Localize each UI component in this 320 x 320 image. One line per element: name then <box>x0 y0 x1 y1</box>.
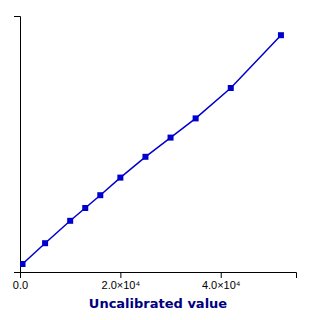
marker <box>20 261 26 267</box>
marker <box>117 175 123 181</box>
marks <box>20 32 284 267</box>
marker <box>193 115 199 121</box>
x-axis-title: Uncalibrated value <box>89 296 228 311</box>
marker <box>42 240 48 246</box>
y-axis-line <box>14 17 21 273</box>
plot-area: 0.0 2.0×10⁴ 4.0×10⁴ <box>13 17 297 291</box>
x-tick: 4.0×10⁴ <box>202 272 241 291</box>
line <box>23 35 281 264</box>
marker <box>142 154 148 160</box>
x-tick-mark <box>221 272 222 278</box>
y-axis <box>14 17 21 273</box>
x-tick-label: 2.0×10⁴ <box>102 279 141 291</box>
x-tick: 0.0 <box>13 272 28 291</box>
chart: 0.0 2.0×10⁴ 4.0×10⁴ Uncalibrated value <box>0 0 320 320</box>
marker <box>97 192 103 198</box>
x-tick-label: 4.0×10⁴ <box>202 279 241 291</box>
marker <box>67 218 73 224</box>
x-axis-line <box>21 273 297 279</box>
x-tick-mark <box>120 272 121 278</box>
marker <box>228 85 234 91</box>
x-axis: 0.0 2.0×10⁴ 4.0×10⁴ <box>13 272 297 291</box>
marker <box>278 32 284 38</box>
marker <box>168 135 174 141</box>
x-tick: 2.0×10⁴ <box>102 272 141 291</box>
marker <box>82 205 88 211</box>
x-tick-label: 0.0 <box>13 279 28 291</box>
